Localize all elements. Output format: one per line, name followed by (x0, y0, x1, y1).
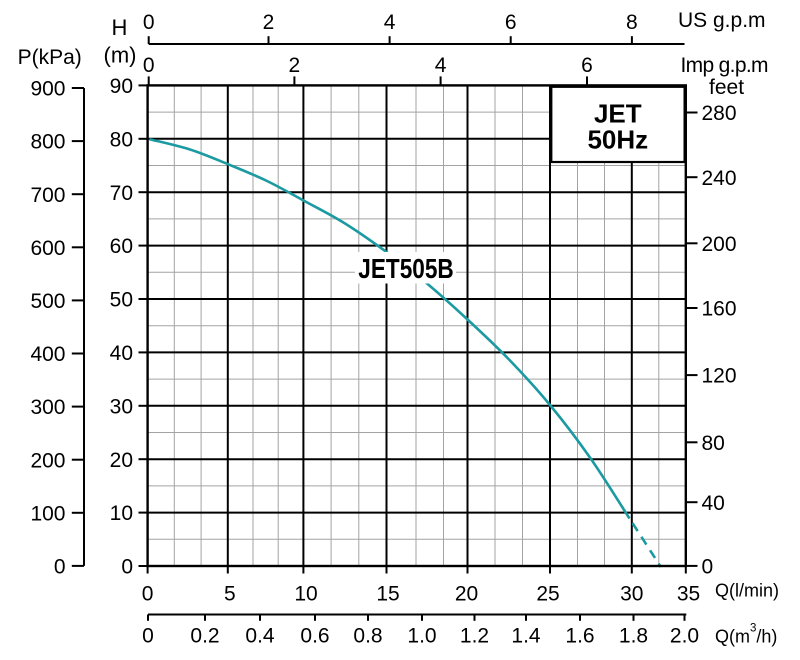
svg-text:280: 280 (702, 102, 737, 125)
svg-text:50Hz: 50Hz (587, 125, 648, 155)
svg-text:JET: JET (594, 99, 642, 129)
svg-text:Imp g.p.m: Imp g.p.m (681, 54, 769, 77)
svg-text:50: 50 (110, 289, 133, 312)
svg-text:4: 4 (384, 11, 396, 34)
svg-text:300: 300 (30, 396, 65, 419)
svg-text:500: 500 (30, 290, 65, 313)
svg-text:0.8: 0.8 (353, 625, 382, 648)
svg-text:P(kPa): P(kPa) (18, 46, 82, 69)
svg-text:120: 120 (702, 365, 737, 388)
svg-text:90: 90 (110, 75, 133, 98)
svg-text:30: 30 (110, 395, 133, 418)
svg-text:JET505B: JET505B (358, 253, 454, 284)
svg-text:160: 160 (702, 298, 737, 321)
svg-text:40: 40 (702, 492, 725, 515)
svg-text:(m): (m) (104, 43, 137, 68)
svg-text:1.0: 1.0 (407, 625, 436, 648)
svg-text:8: 8 (626, 11, 638, 34)
svg-text:Q(m3/h): Q(m3/h) (715, 622, 777, 646)
svg-text:600: 600 (30, 237, 65, 260)
svg-text:35: 35 (677, 582, 700, 605)
svg-text:2.0: 2.0 (670, 625, 699, 648)
svg-text:70: 70 (110, 182, 133, 205)
svg-text:0.6: 0.6 (300, 625, 329, 648)
svg-text:0: 0 (143, 11, 155, 34)
svg-text:80: 80 (110, 128, 133, 151)
svg-text:700: 700 (30, 184, 65, 207)
svg-text:0.4: 0.4 (245, 625, 275, 648)
svg-text:10: 10 (110, 502, 133, 525)
svg-text:0: 0 (142, 582, 154, 605)
svg-text:30: 30 (620, 582, 643, 605)
svg-text:0: 0 (143, 54, 155, 77)
svg-text:800: 800 (30, 131, 65, 154)
svg-text:400: 400 (30, 343, 65, 366)
svg-text:1.4: 1.4 (511, 625, 541, 648)
svg-text:100: 100 (30, 502, 65, 525)
svg-text:US g.p.m: US g.p.m (678, 9, 766, 32)
svg-text:1.2: 1.2 (460, 625, 489, 648)
svg-text:200: 200 (702, 233, 737, 256)
svg-text:feet: feet (709, 76, 744, 99)
svg-text:40: 40 (110, 342, 133, 365)
svg-text:2: 2 (289, 54, 301, 77)
svg-text:200: 200 (30, 449, 65, 472)
svg-text:10: 10 (294, 582, 317, 605)
svg-text:25: 25 (536, 582, 559, 605)
svg-text:6: 6 (581, 54, 593, 77)
svg-text:900: 900 (30, 78, 65, 101)
svg-text:1.6: 1.6 (565, 625, 594, 648)
svg-text:0: 0 (142, 625, 154, 648)
svg-text:80: 80 (702, 432, 725, 455)
svg-text:0.2: 0.2 (190, 625, 219, 648)
svg-text:H: H (112, 15, 128, 40)
svg-text:20: 20 (110, 449, 133, 472)
svg-text:2: 2 (263, 11, 275, 34)
svg-text:60: 60 (110, 235, 133, 258)
svg-text:15: 15 (376, 582, 399, 605)
svg-text:20: 20 (455, 582, 478, 605)
svg-text:6: 6 (505, 11, 517, 34)
svg-text:1.8: 1.8 (619, 625, 648, 648)
svg-text:Q(l/min): Q(l/min) (715, 580, 779, 600)
svg-text:5: 5 (224, 582, 236, 605)
svg-text:0: 0 (54, 556, 66, 579)
svg-text:0: 0 (702, 556, 714, 579)
svg-text:4: 4 (435, 54, 447, 77)
svg-text:240: 240 (702, 167, 737, 190)
svg-text:0: 0 (121, 556, 133, 579)
